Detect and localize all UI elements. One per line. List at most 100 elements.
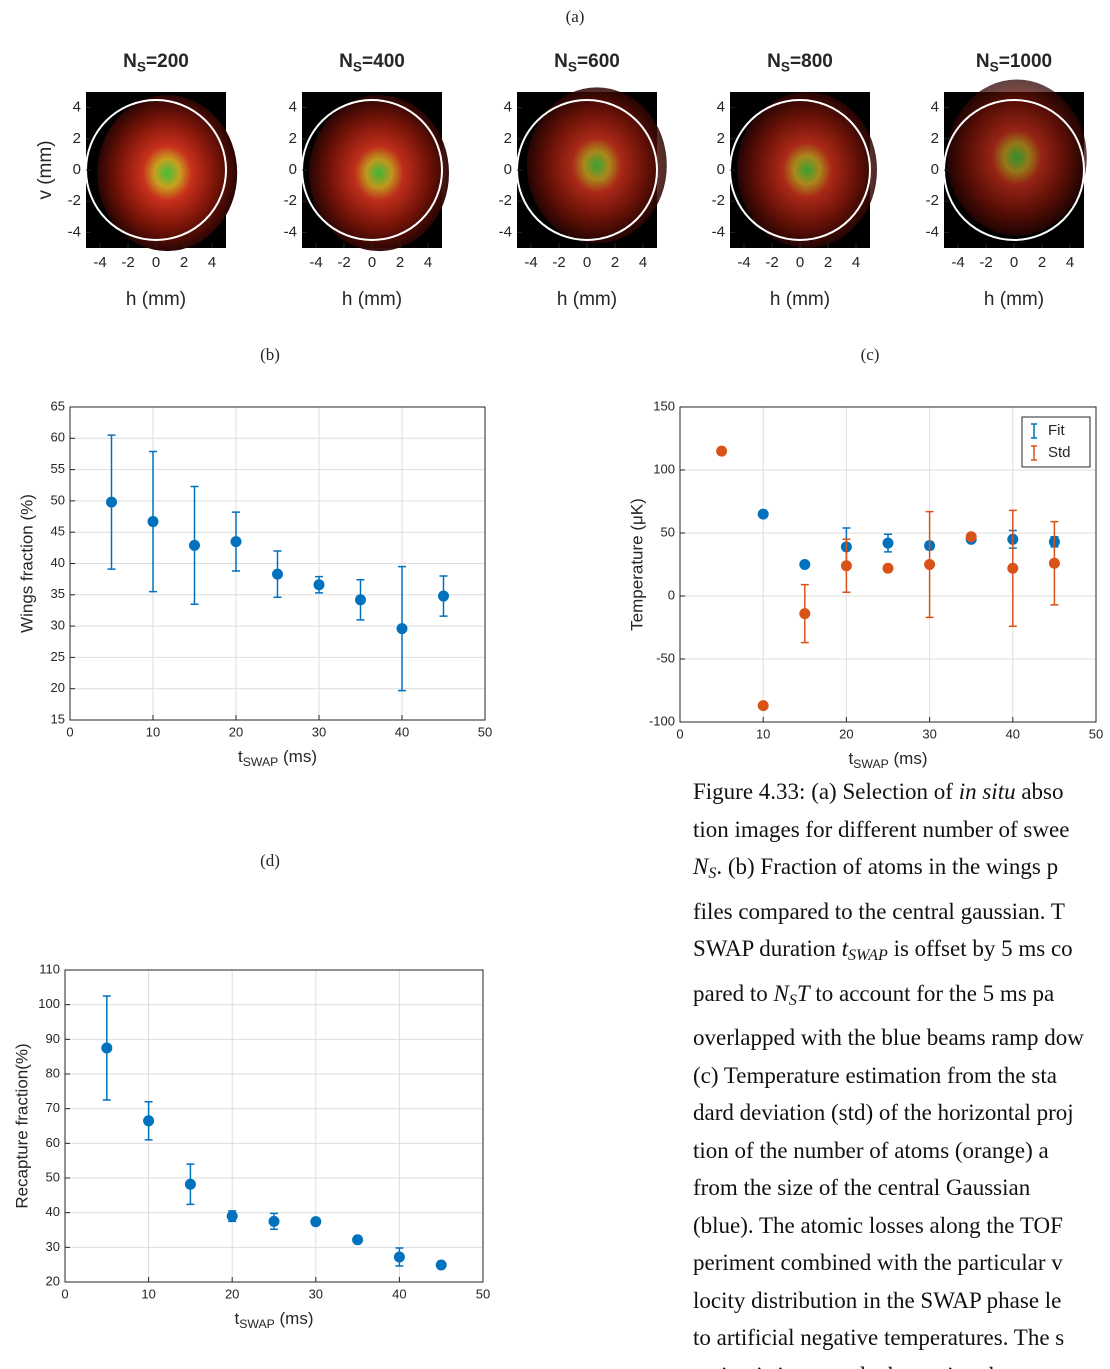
- y-tick-label: 0: [931, 161, 939, 178]
- y-tick-label: 2: [504, 130, 512, 147]
- x-tick-label: 10: [756, 726, 770, 741]
- data-point: [438, 590, 449, 602]
- x-tick-label: -4: [737, 254, 750, 271]
- x-axis-label: tSWAP (ms): [234, 1309, 313, 1331]
- chart-title-sub: S: [353, 59, 362, 74]
- plot-frame: [69, 406, 486, 721]
- absorption-image: [946, 79, 1087, 236]
- x-tick-label: 50: [1089, 726, 1103, 741]
- y-tick-label: 35: [51, 586, 65, 601]
- chart-title-sub: S: [568, 59, 577, 74]
- y-tick-label: -2: [284, 192, 297, 209]
- x-axis-label: h (mm): [126, 289, 186, 310]
- y-tick-label: 50: [46, 1169, 60, 1184]
- caption-line: to artificial negative temperatures. The…: [693, 1319, 1084, 1357]
- plot-frame: [679, 406, 1097, 723]
- caption-line: uation is improved when using the cross: [693, 1357, 1084, 1369]
- chart-title-main: N: [339, 51, 353, 72]
- caption-text: locity distribution in the SWAP phase le: [693, 1287, 1062, 1313]
- y-tick-label: 0: [73, 161, 81, 178]
- x-tick-label: -4: [93, 254, 106, 271]
- chart-title-rest: =1000: [999, 51, 1052, 72]
- data-point: [268, 1215, 280, 1227]
- y-tick-label: -4: [712, 223, 725, 240]
- y-tick-label: 80: [46, 1065, 60, 1080]
- chart-title-sub: S: [137, 59, 146, 74]
- caption-text: Figure 4.33: (a) Selection of: [693, 779, 959, 804]
- legend-symbol: [1031, 423, 1037, 439]
- x-axis-label: tSWAP (ms): [848, 749, 927, 771]
- caption-text: N: [693, 854, 709, 879]
- x-tick-label: 30: [922, 726, 936, 741]
- y-tick-label: 0: [504, 161, 512, 178]
- x-tick-label: 30: [309, 1286, 323, 1301]
- data-point: [716, 445, 728, 457]
- x-tick-label: 40: [395, 724, 409, 739]
- data-point: [106, 496, 117, 508]
- y-tick-label: 4: [931, 99, 939, 116]
- x-tick-label: 50: [478, 724, 492, 739]
- y-tick-label: 50: [51, 492, 65, 507]
- caption-line: (blue). The atomic losses along the TOF: [693, 1207, 1084, 1245]
- data-point: [1048, 557, 1060, 569]
- x-tick-label: -2: [552, 254, 565, 271]
- absorption-image: [526, 87, 667, 244]
- caption-text: in situ: [958, 779, 1016, 804]
- data-point: [226, 1210, 238, 1222]
- x-tick-label: 2: [1038, 254, 1046, 271]
- x-tick-label: 0: [66, 724, 73, 739]
- data-point: [184, 1178, 196, 1190]
- caption-line: periment combined with the particular v: [693, 1244, 1084, 1282]
- caption-text: pared to: [693, 980, 774, 1006]
- y-tick-label: 100: [38, 996, 60, 1011]
- caption-text: from the size of the central Gaussian: [693, 1175, 1031, 1200]
- caption-text: tion images for different number of swee: [693, 816, 1070, 842]
- x-tick-label: 4: [639, 254, 647, 271]
- caption-text: to artificial negative temperatures. The…: [693, 1325, 1065, 1350]
- caption-text: periment combined with the particular v: [693, 1250, 1063, 1275]
- x-tick-label: 20: [229, 724, 243, 739]
- caption-text: is offset by 5 ms co: [887, 936, 1073, 961]
- y-tick-label: 0: [289, 161, 297, 178]
- x-axis-label-rest: (ms): [278, 747, 317, 766]
- caption-text: t: [841, 936, 849, 961]
- caption-text: files compared to the central gaussian. …: [693, 898, 1065, 924]
- chart-title-main: N: [976, 51, 990, 72]
- data-point: [101, 1042, 113, 1054]
- x-axis-label-sub: SWAP: [243, 755, 279, 769]
- x-tick-label: 0: [676, 726, 683, 741]
- caption: Figure 4.33: (a) Selection of in situ ab…: [693, 773, 1084, 1369]
- data-point: [924, 559, 936, 570]
- y-tick-label: -4: [499, 223, 512, 240]
- caption-text: SWAP duration: [693, 936, 842, 961]
- chart-title-main: N: [554, 51, 568, 72]
- chart-title-rest: =200: [146, 51, 189, 72]
- y-axis-label: Wings fraction (%): [17, 494, 36, 633]
- caption-text: S: [788, 991, 797, 1009]
- y-tick-label: 15: [51, 711, 65, 726]
- x-tick-label: 4: [424, 254, 432, 271]
- panel-label: (a): [566, 7, 585, 26]
- x-tick-label: 0: [583, 254, 591, 271]
- x-tick-label: -2: [979, 254, 992, 271]
- caption-line: (c) Temperature estimation from the sta: [693, 1057, 1084, 1095]
- x-tick-label: -4: [309, 254, 322, 271]
- y-tick-label: 110: [39, 961, 60, 976]
- x-axis-label: h (mm): [770, 289, 830, 310]
- y-tick-label: 4: [504, 99, 512, 116]
- y-tick-label: -4: [284, 223, 297, 240]
- caption-line: overlapped with the blue beams ramp dow: [693, 1019, 1084, 1057]
- x-tick-label: 10: [146, 724, 160, 739]
- absorption-image: [97, 95, 238, 252]
- x-tick-label: 4: [852, 254, 860, 271]
- y-tick-label: -2: [499, 192, 512, 209]
- data-point: [230, 536, 242, 548]
- caption-line: locity distribution in the SWAP phase le: [693, 1282, 1084, 1320]
- legend-label: Std: [1048, 444, 1071, 461]
- data-point: [393, 1251, 405, 1263]
- y-tick-label: 40: [51, 555, 65, 570]
- x-axis-label: h (mm): [557, 289, 617, 310]
- y-tick-label: 4: [289, 99, 297, 116]
- data-point: [313, 579, 325, 591]
- data-point: [757, 700, 769, 712]
